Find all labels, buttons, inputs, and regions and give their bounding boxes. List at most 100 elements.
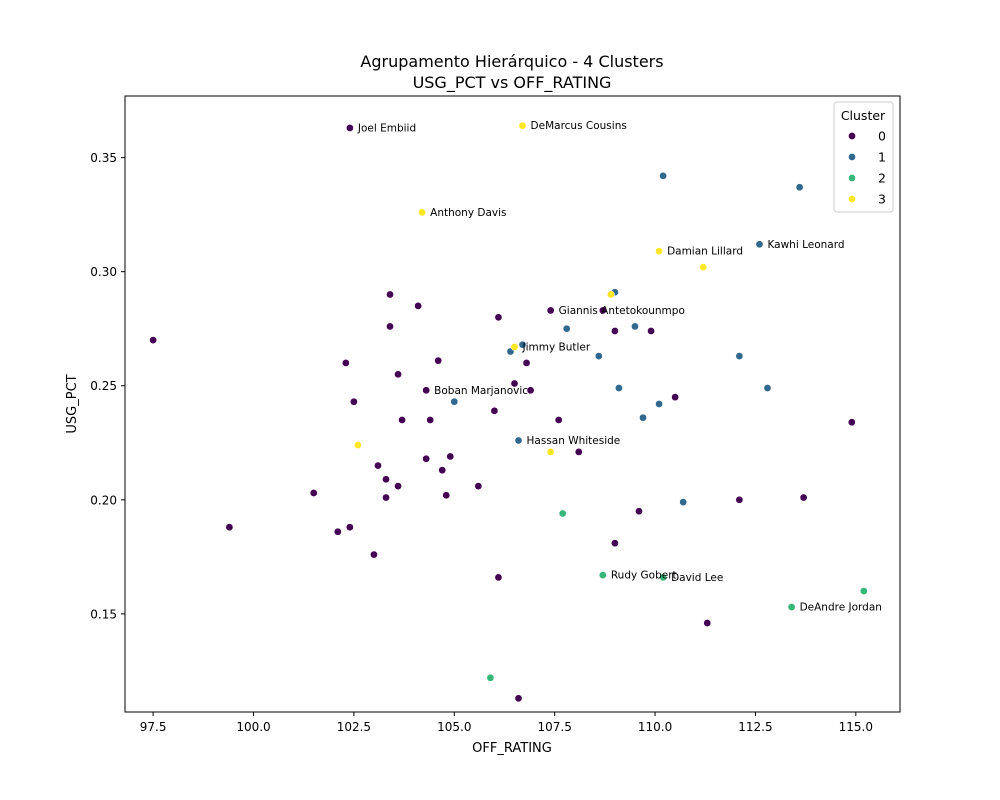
y-tick-label: 0.35 bbox=[90, 151, 117, 165]
point-annotations: Joel Embiid DeMarcus Cousins Anthony Davis… bbox=[357, 120, 882, 613]
data-point bbox=[659, 573, 667, 582]
data-point bbox=[346, 523, 354, 532]
data-point bbox=[554, 416, 563, 424]
data-point bbox=[342, 359, 350, 367]
legend-box bbox=[833, 101, 894, 213]
data-point bbox=[847, 418, 856, 427]
legend-label: 3 bbox=[878, 192, 886, 207]
point-annotation: David Lee bbox=[671, 572, 723, 584]
plot-area-frame bbox=[124, 95, 901, 713]
data-point bbox=[659, 172, 667, 180]
data-point bbox=[225, 523, 234, 532]
data-point bbox=[386, 322, 394, 331]
data-point bbox=[386, 290, 394, 299]
data-point bbox=[631, 322, 639, 331]
data-point bbox=[546, 306, 555, 315]
data-point bbox=[735, 495, 744, 504]
x-tick-label: 102.5 bbox=[337, 720, 371, 734]
x-tick-label: 112.5 bbox=[738, 720, 772, 734]
data-point bbox=[647, 327, 655, 335]
data-point bbox=[594, 352, 603, 360]
chart-title: Agrupamento Hierárquico - 4 Clusters USG… bbox=[360, 52, 663, 93]
data-point bbox=[149, 336, 157, 344]
legend: Cluster 0 1 2 3 bbox=[833, 101, 894, 213]
y-tick-label: 0.20 bbox=[90, 493, 117, 507]
data-point bbox=[763, 384, 772, 392]
data-point bbox=[418, 208, 426, 217]
data-point bbox=[382, 493, 390, 502]
legend-marker bbox=[848, 195, 856, 203]
data-point bbox=[799, 493, 808, 502]
data-point bbox=[426, 416, 435, 424]
data-point bbox=[490, 406, 499, 415]
legend-label: 0 bbox=[878, 129, 886, 144]
data-point bbox=[438, 466, 447, 475]
point-annotation: Damian Lillard bbox=[667, 246, 743, 258]
data-point bbox=[599, 571, 607, 579]
data-point bbox=[671, 393, 679, 402]
data-point bbox=[655, 400, 663, 408]
data-point bbox=[398, 416, 406, 424]
point-annotation: Anthony Davis bbox=[430, 207, 506, 219]
legend-marker bbox=[848, 132, 856, 140]
data-point bbox=[514, 694, 523, 703]
data-point bbox=[522, 359, 531, 367]
data-point bbox=[394, 482, 402, 490]
data-point bbox=[494, 313, 503, 322]
legend-label: 2 bbox=[878, 171, 886, 186]
data-point bbox=[639, 413, 647, 422]
data-point bbox=[518, 340, 527, 349]
data-point bbox=[394, 370, 402, 379]
x-tick-label: 97.5 bbox=[140, 720, 167, 734]
x-axis-ticks: 97.5 100.0 102.5 105.0 107.5 110.0 112.5 115.0 bbox=[140, 712, 873, 734]
y-tick-label: 0.30 bbox=[90, 265, 117, 279]
legend-marker bbox=[848, 174, 856, 182]
data-point bbox=[510, 343, 519, 351]
point-annotation: Joel Embiid bbox=[357, 122, 416, 134]
y-axis-ticks: 0.15 0.20 0.25 0.30 0.35 bbox=[90, 151, 125, 621]
point-annotation: DeMarcus Cousins bbox=[531, 120, 627, 132]
data-point bbox=[442, 491, 451, 500]
data-point bbox=[514, 436, 523, 445]
data-point bbox=[611, 539, 619, 548]
data-point bbox=[735, 352, 744, 360]
data-point bbox=[574, 448, 583, 456]
data-point bbox=[699, 263, 708, 271]
data-point bbox=[558, 509, 567, 518]
data-point bbox=[562, 324, 571, 333]
data-point bbox=[615, 384, 623, 392]
point-annotation: Kawhi Leonard bbox=[767, 239, 844, 251]
data-point bbox=[422, 454, 431, 463]
legend-title: Cluster bbox=[841, 108, 886, 123]
x-tick-label: 105.0 bbox=[437, 720, 471, 734]
data-point bbox=[474, 482, 483, 490]
point-annotation: Jimmy Butler bbox=[522, 341, 591, 353]
data-point bbox=[333, 527, 342, 536]
chart-title-line-1: Agrupamento Hierárquico - 4 Clusters bbox=[360, 52, 663, 71]
data-point bbox=[309, 489, 318, 497]
data-point bbox=[599, 306, 607, 315]
data-points bbox=[149, 121, 868, 703]
data-point bbox=[860, 587, 868, 595]
y-tick-label: 0.15 bbox=[90, 607, 117, 621]
x-axis-label: OFF_RATING bbox=[472, 741, 552, 756]
x-tick-label: 100.0 bbox=[236, 720, 270, 734]
data-point bbox=[346, 124, 354, 132]
data-point bbox=[635, 507, 643, 516]
data-point bbox=[422, 386, 431, 395]
data-point bbox=[450, 397, 459, 406]
legend-marker bbox=[848, 153, 856, 161]
data-point bbox=[446, 452, 455, 461]
x-tick-label: 107.5 bbox=[537, 720, 571, 734]
data-point bbox=[354, 441, 362, 449]
point-annotation: Rudy Gobert bbox=[611, 570, 677, 582]
data-point bbox=[494, 573, 503, 582]
point-annotation: DeAndre Jordan bbox=[800, 602, 882, 614]
data-point bbox=[611, 327, 619, 335]
data-point bbox=[755, 240, 764, 249]
legend-label: 1 bbox=[878, 150, 886, 165]
data-point bbox=[382, 475, 390, 484]
data-point bbox=[795, 183, 804, 192]
data-point bbox=[787, 603, 796, 611]
